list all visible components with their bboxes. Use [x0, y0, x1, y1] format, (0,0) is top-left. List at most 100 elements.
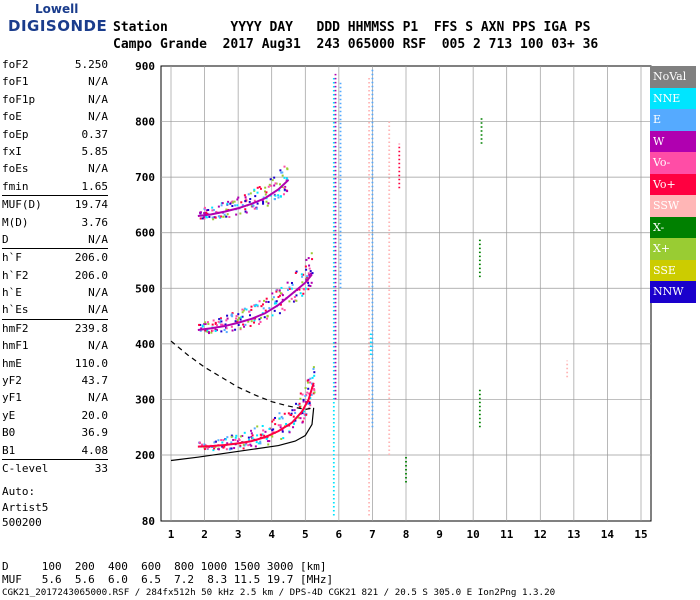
y-tick-label: 500 [135, 282, 155, 295]
x-tick-label: 7 [369, 528, 376, 541]
echo-point [261, 303, 264, 306]
x-tick-label: 3 [235, 528, 242, 541]
param-row: h`F 206.0 [2, 248, 108, 266]
echo-point [280, 171, 283, 174]
echo-point [247, 436, 250, 439]
echo-point [203, 212, 206, 215]
echo-point [286, 281, 289, 284]
echo-point [244, 196, 247, 199]
echo-point [214, 445, 217, 448]
echo-point [243, 307, 246, 310]
echo-point [301, 294, 304, 297]
echo-point [283, 186, 286, 189]
echo-point [244, 443, 247, 446]
legend-item: SSW [650, 195, 696, 217]
echo-point [208, 215, 211, 218]
echo-point [215, 210, 218, 213]
echo-point [239, 444, 242, 447]
echo-point [220, 323, 223, 326]
echo-point [222, 446, 225, 449]
echo-point [217, 205, 220, 208]
param-label: foE [2, 110, 22, 124]
echo-point [310, 393, 313, 396]
echo-point [234, 436, 237, 439]
echo-point [230, 441, 233, 444]
x-tick-label: 6 [336, 528, 343, 541]
echo-point [271, 429, 274, 432]
footer-distance: D 100 200 400 600 800 1000 1500 3000 [km… [2, 560, 327, 573]
param-value: 36.9 [81, 426, 109, 440]
echo-point [281, 429, 284, 432]
param-label: h`E [2, 286, 22, 300]
echo-point [220, 204, 223, 207]
echo-point [202, 215, 205, 218]
param-label: yE [2, 408, 16, 422]
echo-point [253, 321, 256, 324]
echo-point [306, 275, 309, 278]
echo-point [268, 307, 271, 310]
echo-point [259, 442, 262, 445]
trace-line [197, 179, 290, 218]
echo-point [313, 388, 316, 391]
echo-point [275, 182, 278, 185]
echo-point [301, 421, 304, 424]
echo-point [277, 196, 280, 199]
echo-point [251, 437, 254, 440]
echo-point [200, 327, 203, 330]
logo-lowell: Lowell [35, 2, 79, 16]
echo-point [207, 208, 210, 211]
true-height-profile [170, 407, 315, 462]
echo-point [235, 434, 238, 437]
echo-point [243, 194, 246, 197]
echo-point [221, 445, 224, 448]
echo-point [248, 310, 251, 313]
param-value: N/A [88, 339, 108, 353]
echo-point [230, 201, 233, 204]
echo-point [248, 438, 251, 441]
echo-point [301, 393, 304, 396]
y-tick-label: 80 [142, 515, 155, 528]
param-value: 0.37 [81, 127, 109, 141]
echo-point [294, 271, 297, 274]
echo-point [239, 318, 242, 321]
echo-point [240, 316, 243, 319]
echo-point [290, 414, 293, 417]
param-value: N/A [88, 232, 108, 246]
echo-point [206, 447, 209, 450]
echo-point [214, 328, 217, 331]
param-row: yE 20.0 [2, 407, 108, 424]
echo-point [241, 204, 244, 207]
y-tick-label: 200 [135, 449, 155, 462]
param-label: hmE [2, 356, 22, 370]
echo-point [270, 184, 273, 187]
footer-muf: MUF 5.6 5.6 6.0 6.5 7.2 8.3 11.5 19.7 [M… [2, 573, 334, 586]
echo-point [241, 434, 244, 437]
echo-point [215, 329, 218, 332]
echo-point [236, 318, 239, 321]
echo-point [211, 329, 214, 332]
param-label: B0 [2, 426, 16, 440]
echo-point [226, 317, 229, 320]
echo-point [313, 389, 316, 392]
param-row: foE N/A [2, 108, 108, 125]
param-value: 239.8 [74, 321, 108, 335]
echo-point [274, 300, 277, 303]
echo-point [242, 323, 245, 326]
echo-point [245, 211, 248, 214]
echo-point [273, 198, 276, 201]
echo-point [253, 189, 256, 192]
param-label: fxI [2, 144, 22, 158]
param-value: N/A [88, 162, 108, 176]
echo-point [222, 215, 225, 218]
echo-point [256, 434, 259, 437]
echo-point [219, 318, 222, 321]
echo-point [258, 322, 261, 325]
echo-point [298, 405, 301, 408]
legend-item: E [650, 109, 696, 131]
param-value: 206.0 [74, 268, 108, 282]
echo-point [266, 317, 269, 320]
echo-point [274, 194, 277, 197]
footer-filename: CGK21_2017243065000.RSF / 284fx512h 50 k… [2, 587, 556, 598]
echo-point [309, 377, 312, 380]
echo-point [226, 442, 229, 445]
